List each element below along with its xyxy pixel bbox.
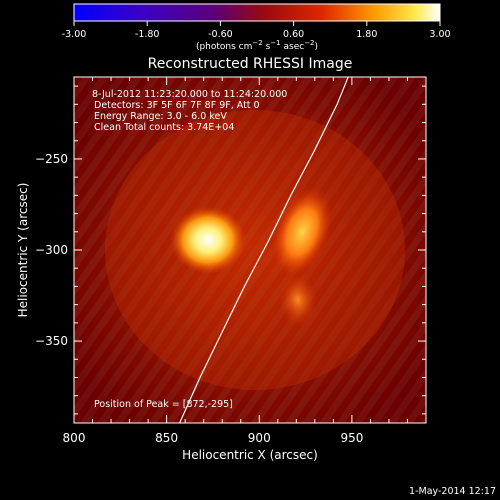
y-tick-label: −350 — [35, 334, 68, 348]
x-tick-label: 900 — [248, 431, 271, 445]
colorbar-tick-label: 3.00 — [429, 29, 450, 40]
y-axis-label: Heliocentric Y (arcsec) — [16, 183, 30, 318]
colorbar-units-label: (photons cm−2 s−1 asec−2) — [196, 39, 318, 52]
colorbar-tick-label: -1.80 — [135, 29, 160, 40]
footer-date: 1-May-2014 12:17 — [409, 486, 496, 497]
x-axis-label: Heliocentric X (arcsec) — [182, 448, 318, 462]
annotation-clean-counts: Clean Total counts: 3.74E+04 — [94, 122, 234, 133]
x-tick-label: 850 — [155, 431, 178, 445]
source-upper-right — [270, 185, 334, 279]
annotation-time-range: 8-Jul-2012 11:23:20.000 to 11:24:20.000 — [92, 89, 287, 100]
solar-limb-line — [179, 77, 349, 423]
x-tick-label: 950 — [340, 431, 363, 445]
colorbar-tick-label: 0.60 — [283, 29, 304, 40]
source-peak-left — [170, 206, 246, 274]
peak-position-text: Position of Peak = [872,-295] — [94, 399, 233, 410]
source-lower-right — [278, 272, 318, 328]
colorbar-tick-label: -0.60 — [208, 29, 233, 40]
image-annotations: 8-Jul-2012 11:23:20.000 to 11:24:20.000 … — [92, 89, 287, 410]
heatmap-image — [74, 77, 426, 423]
y-tick-label: −250 — [35, 152, 68, 166]
y-tick-label: −300 — [35, 243, 68, 257]
colorbar-ticks: -3.00 -1.80 -0.60 0.60 1.80 3.00 — [62, 21, 451, 40]
diffuse-emission — [105, 110, 405, 390]
annotation-energy-range: Energy Range: 3.0 - 6.0 keV — [94, 111, 227, 122]
y-axis: −250 −300 −350 — [35, 85, 426, 415]
annotation-detectors: Detectors: 3F 5F 6F 7F 8F 9F, Att 0 — [94, 100, 260, 111]
colorbar-tick-label: 1.80 — [356, 29, 377, 40]
plot-title: Reconstructed RHESSI Image — [148, 56, 353, 72]
x-axis: 800 850 900 950 — [63, 77, 427, 445]
colorbar-tick-label: -3.00 — [62, 29, 87, 40]
x-tick-label: 800 — [63, 431, 86, 445]
colorbar-gradient — [73, 3, 441, 22]
